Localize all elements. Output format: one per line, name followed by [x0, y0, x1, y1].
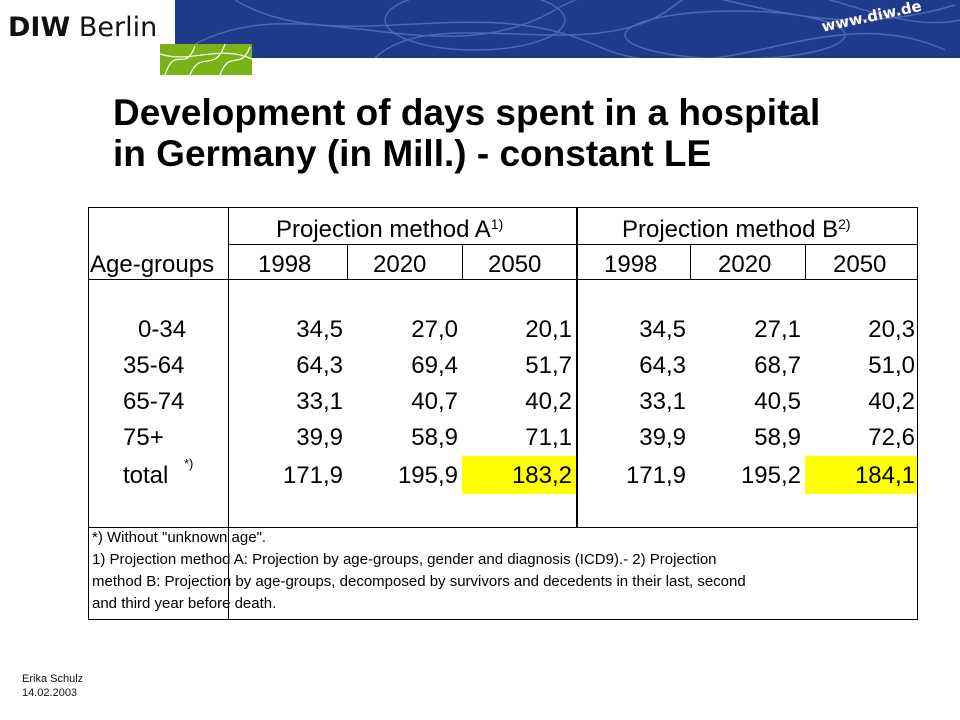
- year-header: 2020: [373, 251, 427, 278]
- method-b-header: Projection method B2): [622, 216, 851, 243]
- table-cell: 71,1: [525, 424, 572, 451]
- year-header: 1998: [604, 251, 658, 278]
- table-cell: 40,5: [754, 388, 801, 415]
- year-header: 2050: [833, 251, 887, 278]
- year-header: 1998: [258, 251, 312, 278]
- table-cell: 195,2: [740, 462, 801, 489]
- table-cell: 20,3: [868, 316, 915, 343]
- table-cell: 40,7: [411, 388, 458, 415]
- table-cell: 64,3: [296, 352, 343, 379]
- table-cell: 58,9: [411, 424, 458, 451]
- table-cell: 51,7: [525, 352, 572, 379]
- row-label: 75+: [123, 424, 164, 451]
- table-cell: 171,9: [625, 462, 686, 489]
- method-a-header: Projection method A1): [276, 216, 504, 243]
- divider-methods: [576, 207, 578, 527]
- footnote: *) Without "unknown age".: [92, 529, 267, 546]
- banner-pattern: [184, 0, 960, 58]
- table-cell: 69,4: [411, 352, 458, 379]
- table-cell: 39,9: [296, 424, 343, 451]
- divider-year-header: [88, 279, 918, 280]
- divider-year-2: [462, 244, 463, 279]
- table-cell: 34,5: [296, 316, 343, 343]
- year-header: 2050: [488, 251, 542, 278]
- divider-notes: [88, 527, 918, 528]
- divider-method-header: [228, 244, 918, 245]
- row-label: 0-34: [138, 316, 187, 343]
- green-logo-block: [160, 44, 252, 75]
- row-label: 35-64: [123, 352, 185, 379]
- divider-label-column: [228, 207, 229, 620]
- footnote: and third year before death.: [92, 595, 277, 612]
- table-cell: 40,2: [525, 388, 572, 415]
- divider-year-1: [347, 244, 348, 279]
- table-cell: 51,0: [868, 352, 915, 379]
- total-footnote-marker: *): [184, 456, 194, 471]
- table-cell: 39,9: [639, 424, 686, 451]
- author: Erika Schulz: [22, 673, 84, 685]
- year-header: 2020: [718, 251, 772, 278]
- table-cell: 171,9: [282, 462, 343, 489]
- footnote: method B: Projection by age-groups, deco…: [92, 573, 746, 590]
- table-cell: 33,1: [639, 388, 686, 415]
- date: 14.02.2003: [22, 687, 78, 699]
- footnote: 1) Projection method A: Projection by ag…: [92, 551, 717, 568]
- data-table: [88, 207, 918, 620]
- age-groups-header: Age-groups: [90, 251, 215, 278]
- title-line-2: in Germany (in Mill.) - constant LE: [113, 133, 712, 174]
- slide-footer: Erika Schulz 14.02.2003: [22, 672, 83, 700]
- table-cell: 33,1: [296, 388, 343, 415]
- highlight-b-2050-total: [805, 456, 917, 494]
- header-banner: [175, 0, 960, 58]
- table-cell: 34,5: [639, 316, 686, 343]
- table-cell: 27,1: [754, 316, 801, 343]
- table-cell: 184,1: [854, 462, 915, 489]
- diw-logo[interactable]: DIW Berlin: [8, 12, 158, 43]
- table-cell: 72,6: [868, 424, 915, 451]
- table-cell: 64,3: [639, 352, 686, 379]
- table-cell: 20,1: [525, 316, 572, 343]
- highlight-a-2050-total: [462, 456, 576, 494]
- row-label-total: total: [123, 462, 169, 489]
- divider-year-4: [690, 244, 691, 279]
- divider-year-5: [805, 244, 806, 279]
- table-cell: 195,9: [397, 462, 458, 489]
- row-label: 65-74: [123, 388, 185, 415]
- table-cell: 68,7: [754, 352, 801, 379]
- table-cell: 183,2: [511, 462, 572, 489]
- table-cell: 27,0: [411, 316, 458, 343]
- title-line-1: Development of days spent in a hospital: [113, 92, 821, 133]
- green-pattern: [160, 44, 252, 75]
- table-cell: 40,2: [868, 388, 915, 415]
- slide-title: Development of days spent in a hospital …: [113, 92, 943, 174]
- table-cell: 58,9: [754, 424, 801, 451]
